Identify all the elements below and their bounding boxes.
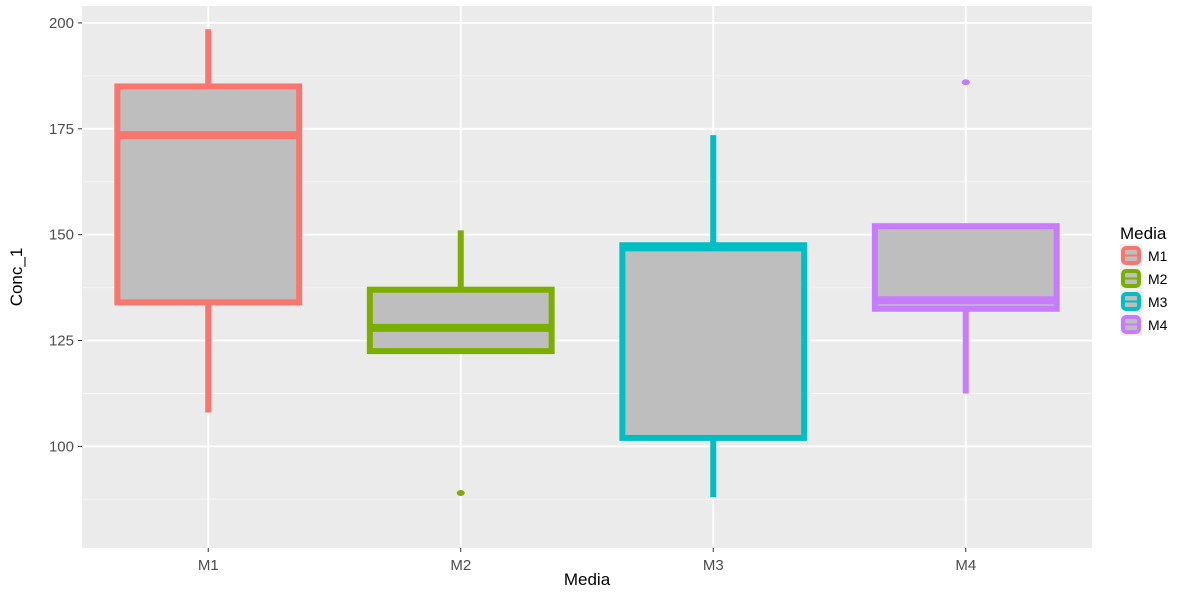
legend-label: M2 [1148, 271, 1168, 287]
y-axis: 100 125 150 175 200 [49, 15, 82, 455]
x-tick-label: M2 [450, 557, 471, 574]
y-tick-label: 200 [49, 15, 74, 32]
box-m1 [114, 29, 303, 413]
y-tick-label: 100 [49, 438, 74, 455]
legend-key-m1 [1120, 244, 1142, 267]
x-tick-label: M1 [198, 557, 219, 574]
outlier-point [456, 489, 465, 496]
iqr-box [366, 286, 555, 355]
x-tick-label: M3 [703, 557, 724, 574]
x-axis: M1 M2 M3 M4 [198, 548, 976, 574]
iqr-box [871, 223, 1060, 312]
legend-label: M4 [1148, 317, 1168, 333]
legend-label: M3 [1148, 294, 1168, 310]
y-axis-title: Conc_1 [7, 248, 26, 307]
legend-label: M1 [1148, 248, 1168, 264]
outlier-point [961, 79, 970, 86]
y-tick-label: 175 [49, 121, 74, 138]
box-m2 [366, 230, 555, 496]
legend: Media M1 M2 M3 M4 [1120, 224, 1168, 336]
y-tick-label: 150 [49, 227, 74, 244]
x-axis-title: Media [564, 570, 611, 589]
iqr-box [114, 83, 303, 306]
boxes [114, 29, 1060, 498]
legend-title: Media [1120, 224, 1167, 243]
legend-key-m4 [1120, 313, 1142, 336]
y-tick-label: 125 [49, 333, 74, 350]
box-m3 [619, 135, 808, 498]
legend-key-m2 [1120, 267, 1142, 290]
x-tick-label: M4 [955, 557, 976, 574]
legend-key-m3 [1120, 290, 1142, 313]
box-m4 [871, 79, 1060, 394]
iqr-box [619, 242, 808, 441]
